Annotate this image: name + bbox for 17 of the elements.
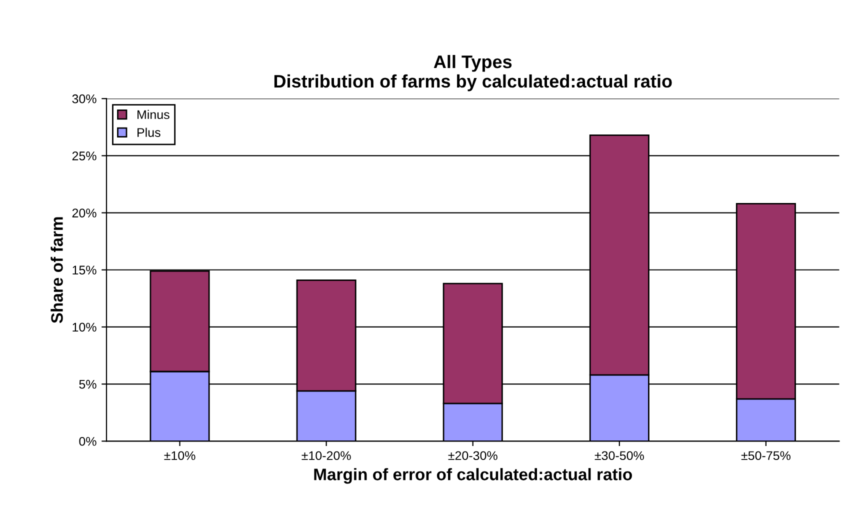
- y-axis-title: Share of farm: [50, 217, 63, 324]
- y-tick-label: 0%: [79, 436, 96, 446]
- y-tick-label: 30%: [72, 94, 96, 104]
- legend-label: Plus: [138, 128, 160, 137]
- y-tick-label: 10%: [72, 322, 96, 332]
- x-tick-label: ±30-50%: [594, 451, 644, 460]
- y-tick-label: 5%: [79, 380, 96, 389]
- y-tick-label: 20%: [72, 208, 96, 218]
- y-tick-label: 25%: [72, 152, 96, 160]
- y-tick-label: 15%: [72, 266, 96, 275]
- x-tick-label: ±50-75%: [741, 451, 790, 460]
- x-tick-label: ±20-30%: [448, 451, 498, 460]
- x-axis-title: Margin of error of calculated:actual ratio: [314, 468, 632, 484]
- legend-label: Minus: [138, 110, 170, 120]
- x-tick-label: ±10-20%: [302, 451, 351, 460]
- x-tick-label: ±10%: [164, 451, 196, 460]
- chart-title: All Types Distribution of farms by calculated:actual ratio: [274, 54, 672, 92]
